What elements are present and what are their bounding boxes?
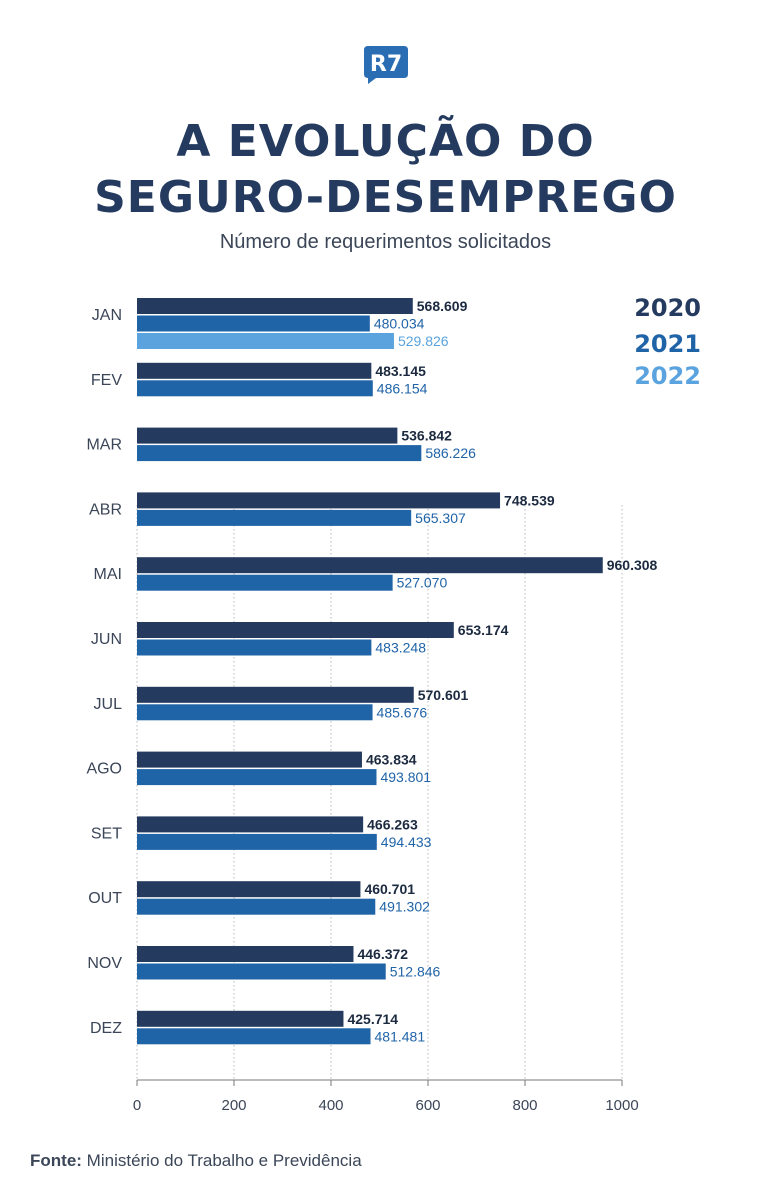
data-label-2020: 568.609 — [417, 298, 468, 314]
category-label: MAI — [94, 566, 122, 583]
legend-item-2020: 2020 — [634, 294, 701, 322]
data-label-2020: 446.372 — [357, 946, 408, 962]
bar-2020 — [137, 622, 454, 638]
bar-2021 — [137, 769, 377, 786]
chart-title-line1: A EVOLUÇÃO DO — [176, 116, 595, 167]
data-label-2020: 463.834 — [366, 752, 417, 768]
data-label-2022: 529.826 — [398, 333, 449, 349]
x-tick-label: 0 — [133, 1097, 141, 1114]
data-label-2020: 483.145 — [375, 363, 426, 379]
bar-2020 — [137, 946, 354, 962]
bar-2021 — [137, 639, 372, 656]
data-label-2020: 425.714 — [347, 1011, 398, 1027]
x-tick-label: 800 — [512, 1097, 537, 1114]
category-label: SET — [91, 825, 122, 842]
source-text: Ministério do Trabalho e Previdência — [86, 1151, 362, 1170]
bar-2020 — [137, 816, 364, 833]
bar-2021 — [137, 833, 377, 850]
x-tick-label: 1000 — [605, 1097, 638, 1114]
bar-2021 — [137, 445, 422, 462]
data-label-2020: 466.263 — [367, 816, 418, 832]
data-label-2021: 512.846 — [390, 964, 441, 980]
bar-2020 — [137, 492, 501, 509]
logo-text: R7 — [370, 52, 402, 77]
data-label-2021: 483.248 — [375, 640, 426, 656]
bar-2020 — [137, 1010, 344, 1027]
data-label-2021: 493.801 — [380, 769, 431, 785]
bar-2022 — [137, 333, 394, 349]
bar-2020 — [137, 881, 361, 898]
chart-title-line2: SEGURO-DESEMPREGO — [94, 172, 677, 223]
chart-subtitle: Número de requerimentos solicitados — [219, 231, 552, 253]
data-label-2021: 494.433 — [381, 834, 432, 850]
bar-2021 — [137, 315, 370, 332]
bar-2020 — [137, 298, 413, 314]
data-label-2021: 485.676 — [377, 704, 428, 720]
data-label-2020: 460.701 — [364, 881, 415, 897]
data-label-2020: 960.308 — [607, 557, 658, 573]
x-tick-label: 600 — [415, 1097, 440, 1114]
bar-2021 — [137, 1028, 371, 1045]
bar-2020 — [137, 362, 372, 379]
bar-2021 — [137, 898, 376, 915]
category-label: JAN — [92, 307, 122, 324]
data-label-2020: 536.842 — [401, 428, 452, 444]
source-label: Fonte: — [30, 1151, 82, 1170]
data-label-2021: 480.034 — [374, 316, 425, 332]
bar-2020 — [137, 427, 398, 444]
legend-item-2022: 2022 — [634, 362, 701, 390]
data-label-2020: 748.539 — [504, 492, 555, 508]
bar-2020 — [137, 751, 362, 768]
data-label-2020: 570.601 — [418, 687, 469, 703]
data-label-2021: 491.302 — [379, 899, 430, 915]
bar-2021 — [137, 963, 386, 980]
legend-item-2021: 2021 — [634, 330, 701, 358]
data-label-2021: 586.226 — [425, 445, 476, 461]
x-tick-label: 400 — [318, 1097, 343, 1114]
category-label: NOV — [87, 955, 122, 972]
bar-2021 — [137, 704, 373, 721]
x-tick-label: 200 — [221, 1097, 246, 1114]
category-label: DEZ — [90, 1020, 122, 1037]
data-label-2020: 653.174 — [458, 622, 509, 638]
bar-2020 — [137, 686, 414, 703]
data-label-2021: 481.481 — [375, 1028, 426, 1044]
data-label-2021: 486.154 — [377, 380, 428, 396]
category-label: JUL — [94, 696, 123, 713]
data-label-2021: 565.307 — [415, 510, 466, 526]
category-label: FEV — [91, 372, 122, 389]
bar-2021 — [137, 574, 393, 591]
bar-2021 — [137, 509, 412, 526]
category-label: MAR — [86, 437, 122, 454]
category-label: ABR — [89, 501, 122, 518]
r7-logo-icon: R7 — [364, 46, 408, 84]
category-label: JUN — [91, 631, 122, 648]
source-note: Fonte: Ministério do Trabalho e Previdên… — [30, 1151, 362, 1171]
category-label: AGO — [86, 761, 122, 778]
bar-2021 — [137, 380, 373, 397]
bar-2020 — [137, 557, 603, 574]
category-label: OUT — [88, 890, 122, 907]
data-label-2021: 527.070 — [397, 575, 448, 591]
